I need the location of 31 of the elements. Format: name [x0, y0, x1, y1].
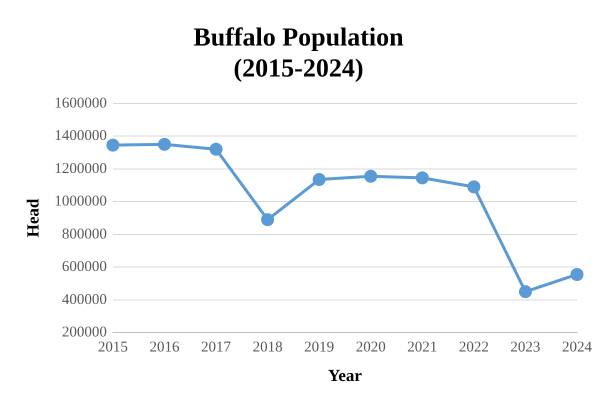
y-tick-label: 1600000	[54, 95, 107, 112]
x-axis-title: Year	[328, 366, 362, 386]
x-tick-label: 2019	[304, 340, 334, 356]
point	[416, 171, 429, 184]
x-tick-label: 2020	[356, 340, 386, 356]
point	[158, 138, 171, 151]
x-tick-label: 2024	[562, 340, 592, 356]
y-tick-label: 1200000	[54, 160, 107, 177]
y-tick-label: 800000	[62, 226, 107, 242]
x-tick-label: 2022	[458, 340, 489, 356]
point	[364, 170, 378, 183]
y-tick-label: 1000000	[54, 194, 107, 210]
point	[261, 213, 274, 226]
y-tick-label: 400000	[62, 292, 107, 308]
point	[210, 142, 223, 156]
y-axis-title: Head	[24, 198, 43, 238]
chart-title: Buffalo Population (2015-2024)	[193, 22, 404, 83]
x-tick-label: 2015	[98, 340, 128, 356]
point	[312, 173, 326, 186]
point	[106, 138, 120, 152]
y-tick-label: 1400000	[54, 128, 107, 144]
x-tick-label: 2017	[201, 340, 232, 356]
x-tick-label: 2016	[149, 340, 180, 356]
point	[518, 285, 532, 298]
point	[570, 268, 584, 281]
point	[467, 180, 480, 194]
y-tick-label: 200000	[62, 324, 107, 341]
x-tick-label: 2021	[407, 340, 438, 356]
y-tick-label: 600000	[62, 259, 107, 276]
x-tick-label: 2023	[510, 340, 540, 356]
x-tick-label: 2018	[252, 340, 283, 356]
